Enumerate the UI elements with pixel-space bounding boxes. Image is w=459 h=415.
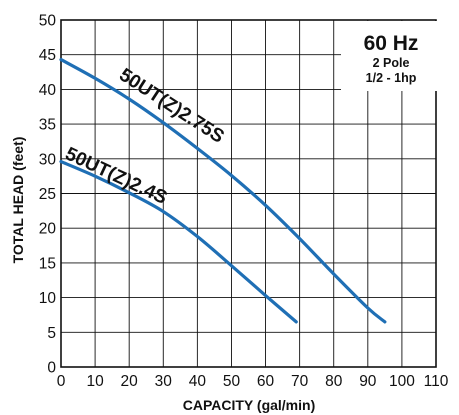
series-layer	[59, 57, 387, 324]
frequency-label: 60 Hz	[364, 32, 419, 55]
x-tick-label-2: 20	[121, 373, 139, 390]
info-box	[341, 21, 438, 91]
y-axis-title: TOTAL HEAD (feet)	[10, 137, 26, 264]
y-tick-label-8: 40	[39, 82, 57, 99]
power-label: 1/2 - 1hp	[366, 71, 417, 85]
x-tick-label-1: 10	[86, 373, 104, 390]
y-tick-label-10: 50	[39, 13, 57, 30]
x-axis-title: CAPACITY (gal/min)	[183, 397, 316, 413]
x-tick-labels: 0 10 20 30 40 50 60 70 80 90 100 110	[57, 373, 449, 390]
x-tick-label-5: 50	[223, 373, 241, 390]
y-tick-labels: 0 5 10 15 20 25 30 35 40 45 50	[39, 13, 57, 377]
x-tick-label-6: 60	[257, 373, 275, 390]
plot-frame	[60, 19, 437, 368]
x-tick-label-9: 90	[359, 373, 377, 390]
x-tick-label-4: 40	[189, 373, 207, 390]
series-line-1	[59, 159, 298, 324]
x-tick-label-11: 110	[424, 373, 449, 390]
series-line-0	[59, 57, 387, 324]
y-tick-label-4: 20	[39, 221, 57, 238]
y-tick-label-5: 25	[39, 186, 56, 203]
series-label-2-4s: 50UT(Z)2.4S	[62, 143, 170, 208]
y-tick-label-7: 35	[39, 117, 56, 134]
y-tick-label-2: 10	[39, 290, 57, 307]
x-tick-label-10: 100	[389, 373, 415, 390]
y-tick-label-0: 0	[47, 360, 56, 377]
x-tick-label-8: 80	[325, 373, 343, 390]
x-tick-label-3: 30	[155, 373, 173, 390]
x-tick-label-7: 70	[291, 373, 309, 390]
poles-label: 2 Pole	[373, 56, 410, 70]
grid	[61, 20, 436, 367]
y-tick-label-1: 5	[47, 325, 56, 342]
y-tick-label-3: 15	[39, 255, 56, 272]
series-label-2-75s: 50UT(Z)2.75S	[115, 65, 227, 148]
y-tick-label-9: 45	[39, 47, 56, 64]
y-tick-label-6: 30	[39, 151, 57, 168]
x-tick-label-0: 0	[57, 373, 66, 390]
